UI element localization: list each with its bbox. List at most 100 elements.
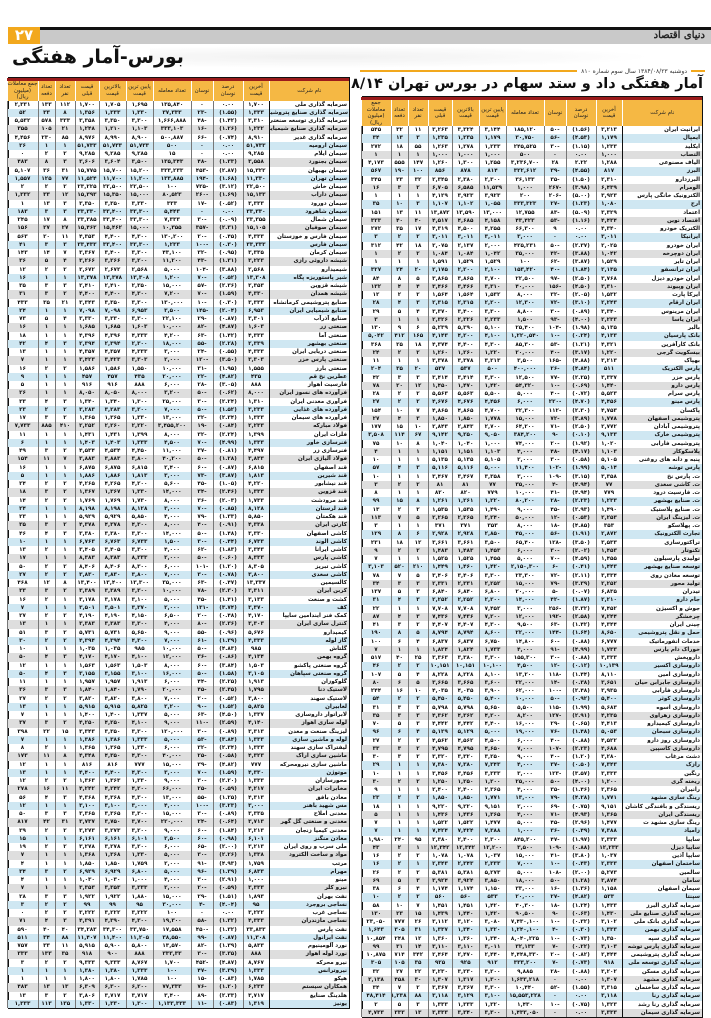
table-row: سرمایه گذاری بهمن ۱,۳۳۳ (۰.۳۰) -۴ ۱,۲۴۰,۱۰۰ ۱…	[360, 926, 702, 935]
table-cell: -۲۲	[190, 372, 213, 381]
table-row: شیشه همدان ۴,۳۳۰ (۱.۵۹) -۷۰ ۷,۲۰۰ ۴,۳۰۰ ۴,۴۰۰ ۴…	[6, 290, 349, 299]
table-cell: ۱,۶۹۵	[125, 100, 153, 109]
table-cell: ۱۱,۲۰۵	[125, 933, 153, 942]
table-cell: (۱.۸۴)	[565, 266, 596, 275]
company-name: سیمان اصفهان	[621, 885, 702, 894]
table-cell: ۹۱۶	[98, 381, 126, 390]
table-row: ساختمان اصفهان ۲,۳۳۳ (۰.۴۳) -۱۰ ۷,۰۰۰ ۲,۳۳۳ ۲,…	[360, 860, 702, 869]
table-cell: ۷,۴۲۴	[451, 827, 479, 836]
table-cell: ۱۴,۰۰۰	[505, 596, 544, 605]
table-cell: ۳,۲۳۶,۷۰۰	[505, 159, 544, 168]
table-cell: ۲۷	[6, 612, 38, 621]
table-cell: ۳	[407, 720, 428, 729]
table-cell: ۱,۴۵۰	[427, 381, 452, 390]
table-cell: ۳,۳۳۳	[125, 884, 153, 893]
table-cell: ۳۸	[360, 885, 391, 894]
table-cell: ۱,۵۸۶	[74, 364, 99, 373]
table-cell: ۲	[37, 546, 55, 555]
table-cell: ۱	[54, 645, 75, 654]
table-cell: -۵۳	[190, 735, 213, 744]
table-cell: ۱,۳۶۵	[74, 744, 99, 753]
table-cell: ۱۲,۷۵۵	[505, 208, 544, 217]
table-cell: ۱,۴۴۰	[451, 909, 479, 918]
table-cell: (۲.۰۰)	[565, 868, 596, 877]
table-cell: ۸۸	[407, 992, 428, 1001]
table-cell: ۴,۰۰۰	[152, 801, 191, 810]
table-cell: ۲۴	[390, 266, 408, 275]
table-cell: ۱	[54, 389, 75, 398]
table-cell: ۱,۳۶۳	[74, 777, 99, 786]
table-cell: ۲	[54, 636, 75, 645]
table-cell: ۱۳	[6, 348, 38, 357]
table-cell: ۲	[390, 843, 408, 852]
table-cell: ۸	[390, 530, 408, 539]
table-cell: ۳	[37, 810, 55, 819]
table-cell: ۱	[407, 456, 428, 465]
table-cell: -۴۵۲	[190, 958, 213, 967]
table-cell: ۱	[407, 786, 428, 795]
table-cell: ۳۵	[54, 950, 75, 959]
table-cell: (۳.۳۵)	[212, 950, 243, 959]
company-name: گلوکوزان	[268, 678, 349, 687]
table-cell: ۳,۴۶۷	[451, 472, 479, 481]
table-cell: ۰.۰۰	[565, 150, 596, 159]
table-cell: -۵۰	[190, 405, 213, 414]
table-cell: ۳,۲۷۸	[74, 843, 99, 852]
column-header: پایین ترین قیمت	[125, 78, 153, 101]
table-cell: ۱۷۳	[6, 752, 38, 761]
table-cell: (۴.۸۷)	[212, 958, 243, 967]
table-cell: ۱	[407, 315, 428, 324]
table-cell: ۳,۳۲۹	[595, 208, 622, 217]
table-cell: ۱,۸۵۰	[74, 859, 99, 868]
table-cell: ۱	[407, 150, 428, 159]
table-cell: -۵۰	[190, 554, 213, 563]
table-cell: ۳۳	[37, 942, 55, 951]
company-name: صنایع آذرآب	[268, 315, 349, 324]
table-cell: ۲۱۰	[407, 563, 428, 572]
company-name: سایپا دیزل	[621, 843, 702, 852]
table-cell: ۳۴۲	[407, 951, 428, 960]
table-cell: (۰.۱۰)	[565, 431, 596, 440]
table-cell: ۱	[390, 315, 408, 324]
company-name: البرزدارو	[621, 175, 702, 184]
table-cell: ۳	[390, 711, 408, 720]
table-cell: ۸	[407, 439, 428, 448]
table-row: ایرانیت ایران ۳,۲۱۳ (۱.۵۶) -۵۰ ۱۸۵,۱۲۰ ۳,۱۴۴ ۳…	[360, 126, 702, 135]
table-cell: ۱۶	[390, 687, 408, 696]
table-cell: ۸,۳۸۳	[74, 554, 99, 563]
table-cell: ۲	[54, 991, 75, 1000]
table-cell: -۹۶	[190, 867, 213, 876]
table-row: یونیز ۱,۳۱۹ (۰.۸۳) -۱۱ ۱,۱۳۳,۳۳۳ ۱,۳۰۰ ۱,۳۳۰ ۱,…	[6, 999, 349, 1008]
table-cell: ۱۸,۰۰۰	[152, 339, 191, 348]
table-cell: ۱,۷۹۵	[242, 686, 269, 695]
table-cell: ۱۳,۰۰۰	[478, 208, 506, 217]
table-cell: ۲	[407, 777, 428, 786]
table-cell: ۱۳	[360, 505, 391, 514]
company-name: الیاف مصنوعی	[621, 159, 702, 168]
table-cell: (۰.۰۷)	[565, 588, 596, 597]
table-cell: (۴.۱۷)	[565, 447, 596, 456]
table-cell: ۱۷	[6, 414, 38, 423]
table-row: داروسازی کوثر ۵,۴۰۰ (۰.۹۲) -۵۰ ۱۰,۰۰۰ ۵,۴۰۰ ۵,…	[360, 695, 702, 704]
table-cell: ۴۰	[390, 654, 408, 663]
table-cell: ۱,۲۷۸	[451, 142, 479, 151]
table-cell: ۶	[407, 324, 428, 333]
table-cell: (۳.۳۹)	[212, 966, 243, 975]
table-cell: ۶,۰۰۰	[152, 678, 191, 687]
table-cell: ۳,۳۵۸	[74, 117, 99, 126]
table-cell: ۳,۳۳۳	[242, 884, 269, 893]
company-name: نفت بهران	[268, 892, 349, 901]
table-cell: ۱,۳۴۰	[478, 934, 506, 943]
company-name: ایمپال	[621, 134, 702, 143]
table-cell: ۲	[54, 480, 75, 489]
table-cell: ۱	[54, 702, 75, 711]
table-cell: -۲۷	[543, 200, 566, 209]
table-cell: ۲	[54, 900, 75, 909]
table-cell: -۳۰	[190, 216, 213, 225]
table-cell: (۱.۶۴)	[565, 629, 596, 638]
table-cell: ۱,۳۶۵	[98, 744, 126, 753]
table-cell: ۳,۴۰۰	[98, 249, 126, 258]
table-cell: ۰	[190, 100, 213, 109]
table-cell: ۴,۵۱۷	[427, 216, 452, 225]
table-cell: ۸۱	[451, 480, 479, 489]
